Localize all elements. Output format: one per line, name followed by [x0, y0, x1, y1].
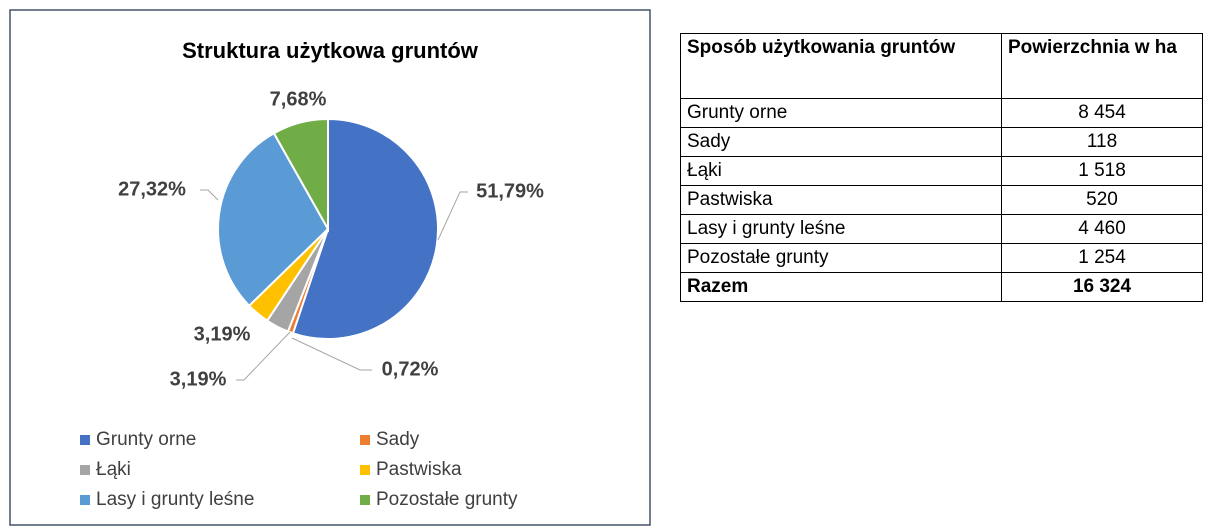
table-cell: 4 460 — [1001, 214, 1203, 244]
data-label: 27,32% — [118, 178, 186, 200]
leader-line — [236, 331, 291, 381]
table-cell: Lasy i grunty leśne — [680, 214, 1002, 244]
data-table: Sposób użytkowania gruntów Powierzchnia … — [680, 33, 1203, 302]
table-cell: 118 — [1001, 127, 1203, 157]
chart: Struktura użytkowa gruntów 51,79% 0,72% 3,… — [9, 9, 651, 526]
legend-label: Łąki — [96, 459, 131, 480]
table-cell: Razem — [680, 272, 1002, 302]
legend-swatch — [360, 495, 370, 505]
pie-slice — [272, 117, 329, 233]
table-row: Razem 16 324 — [680, 272, 1203, 302]
table-row: Pozostałe grunty 1 254 — [680, 243, 1203, 273]
legend-swatch — [360, 435, 370, 445]
table-cell: 1 518 — [1001, 156, 1203, 186]
data-label: 3,19% — [194, 323, 251, 345]
table-cell: 8 454 — [1001, 98, 1203, 128]
legend-label: Grunty orne — [96, 429, 196, 450]
table-cell: Łąki — [680, 156, 1002, 186]
legend-label: Pastwiska — [376, 459, 462, 480]
header-row: Sposób użytkowania gruntów Powierzchnia … — [680, 33, 1203, 99]
legend-label: Lasy i grunty leśne — [96, 489, 254, 510]
header-cell: Sposób użytkowania gruntów — [680, 33, 1002, 99]
legend-swatch — [80, 495, 90, 505]
data-label: 0,72% — [382, 358, 439, 380]
legend-swatch — [80, 435, 90, 445]
leader-line — [437, 191, 468, 241]
table-cell: 520 — [1001, 185, 1203, 215]
table-cell: Grunty orne — [680, 98, 1002, 128]
table-row: Lasy i grunty leśne 4 460 — [680, 214, 1203, 244]
table-row: Grunty orne 8 454 — [680, 98, 1203, 128]
table-cell: Pozostałe grunty — [680, 243, 1002, 273]
table-cell: 16 324 — [1001, 272, 1203, 302]
data-label: 7,68% — [270, 88, 327, 110]
leader-line — [291, 337, 372, 371]
table-cell: 1 254 — [1001, 243, 1203, 273]
table-cell: Pastwiska — [680, 185, 1002, 215]
header-cell: Powierzchnia w ha — [1001, 33, 1203, 99]
table-row: Łąki 1 518 — [680, 156, 1203, 186]
legend-swatch — [360, 465, 370, 475]
leader-line — [200, 189, 219, 201]
data-label: 51,79% — [476, 180, 544, 202]
table-row: Sady 118 — [680, 127, 1203, 157]
pie-slice — [217, 131, 330, 308]
table-row: Pastwiska 520 — [680, 185, 1203, 215]
pie-slice — [291, 117, 439, 340]
legend-label: Sady — [376, 429, 420, 450]
table-cell: Sady — [680, 127, 1002, 157]
data-label: 3,19% — [170, 368, 227, 390]
legend-swatch — [80, 465, 90, 475]
chart-title: Struktura użytkowa gruntów — [182, 38, 479, 63]
legend-label: Pozostałe grunty — [376, 489, 518, 510]
